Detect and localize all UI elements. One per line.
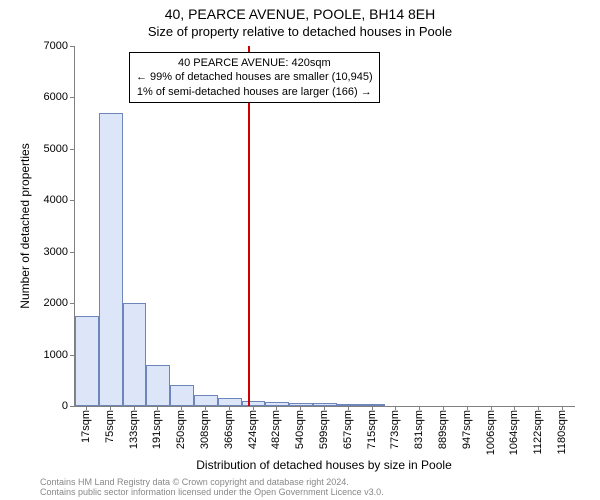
x-tick-mark	[300, 406, 301, 410]
histogram-bar	[170, 385, 194, 406]
y-tick-label: 4000	[18, 194, 68, 206]
chart-title-address: 40, PEARCE AVENUE, POOLE, BH14 8EH	[0, 6, 600, 22]
x-tick-mark	[562, 406, 563, 410]
x-tick-label: 75sqm	[104, 410, 116, 443]
histogram-bar	[194, 395, 218, 406]
y-tick-label: 2000	[18, 297, 68, 309]
x-tick-mark	[110, 406, 111, 410]
x-tick-mark	[229, 406, 230, 410]
x-tick-mark	[467, 406, 468, 410]
x-tick-mark	[372, 406, 373, 410]
annotation-line: 1% of semi-detached houses are larger (1…	[136, 85, 373, 99]
footer-line2: Contains public sector information licen…	[40, 488, 384, 498]
x-tick-mark	[419, 406, 420, 410]
x-tick-label: 366sqm	[223, 410, 235, 449]
x-tick-mark	[324, 406, 325, 410]
y-tick-mark	[70, 252, 74, 253]
y-tick-mark	[70, 406, 74, 407]
y-tick-mark	[70, 97, 74, 98]
y-tick-mark	[70, 303, 74, 304]
x-tick-mark	[205, 406, 206, 410]
x-tick-mark	[443, 406, 444, 410]
y-tick-mark	[70, 149, 74, 150]
x-tick-label: 715sqm	[366, 410, 378, 449]
x-tick-label: 191sqm	[151, 410, 163, 449]
x-tick-label: 482sqm	[270, 410, 282, 449]
y-tick-mark	[70, 200, 74, 201]
x-tick-mark	[491, 406, 492, 410]
x-tick-label: 773sqm	[389, 410, 401, 449]
x-axis-title: Distribution of detached houses by size …	[74, 458, 574, 472]
x-tick-label: 1180sqm	[556, 410, 568, 454]
x-tick-label: 540sqm	[294, 410, 306, 449]
x-tick-mark	[134, 406, 135, 410]
y-tick-label: 6000	[18, 91, 68, 103]
x-tick-label: 947sqm	[461, 410, 473, 449]
x-tick-mark	[253, 406, 254, 410]
histogram-bar	[218, 398, 242, 406]
y-tick-label: 0	[18, 400, 68, 412]
plot-area: 40 PEARCE AVENUE: 420sqm← 99% of detache…	[74, 46, 575, 407]
x-tick-label: 250sqm	[175, 410, 187, 449]
histogram-bar	[99, 113, 123, 406]
y-tick-label: 1000	[18, 349, 68, 361]
x-tick-mark	[395, 406, 396, 410]
x-tick-label: 308sqm	[199, 410, 211, 449]
x-tick-mark	[348, 406, 349, 410]
x-tick-label: 889sqm	[437, 410, 449, 449]
x-tick-mark	[157, 406, 158, 410]
x-tick-mark	[181, 406, 182, 410]
x-tick-mark	[538, 406, 539, 410]
x-tick-label: 831sqm	[413, 410, 425, 449]
x-tick-label: 424sqm	[247, 410, 259, 449]
histogram-bar	[75, 316, 99, 406]
footer-attribution: Contains HM Land Registry data © Crown c…	[40, 478, 384, 498]
y-tick-label: 7000	[18, 40, 68, 52]
x-tick-label: 1006sqm	[485, 410, 497, 455]
y-tick-label: 5000	[18, 143, 68, 155]
y-tick-label: 3000	[18, 246, 68, 258]
x-tick-mark	[86, 406, 87, 410]
annotation-box: 40 PEARCE AVENUE: 420sqm← 99% of detache…	[129, 52, 380, 103]
y-tick-mark	[70, 355, 74, 356]
x-tick-mark	[276, 406, 277, 410]
x-tick-label: 657sqm	[342, 410, 354, 449]
y-tick-mark	[70, 46, 74, 47]
histogram-bar	[146, 365, 170, 406]
annotation-line: ← 99% of detached houses are smaller (10…	[136, 70, 373, 84]
x-tick-label: 17sqm	[80, 410, 92, 443]
x-tick-label: 599sqm	[318, 410, 330, 449]
x-tick-label: 133sqm	[128, 410, 140, 449]
annotation-line: 40 PEARCE AVENUE: 420sqm	[136, 56, 373, 70]
histogram-bar	[123, 303, 147, 406]
chart-subtitle: Size of property relative to detached ho…	[0, 24, 600, 39]
x-tick-mark	[514, 406, 515, 410]
x-tick-label: 1064sqm	[508, 410, 520, 455]
property-size-chart: 40, PEARCE AVENUE, POOLE, BH14 8EH Size …	[0, 0, 600, 500]
x-tick-label: 1122sqm	[532, 410, 544, 454]
